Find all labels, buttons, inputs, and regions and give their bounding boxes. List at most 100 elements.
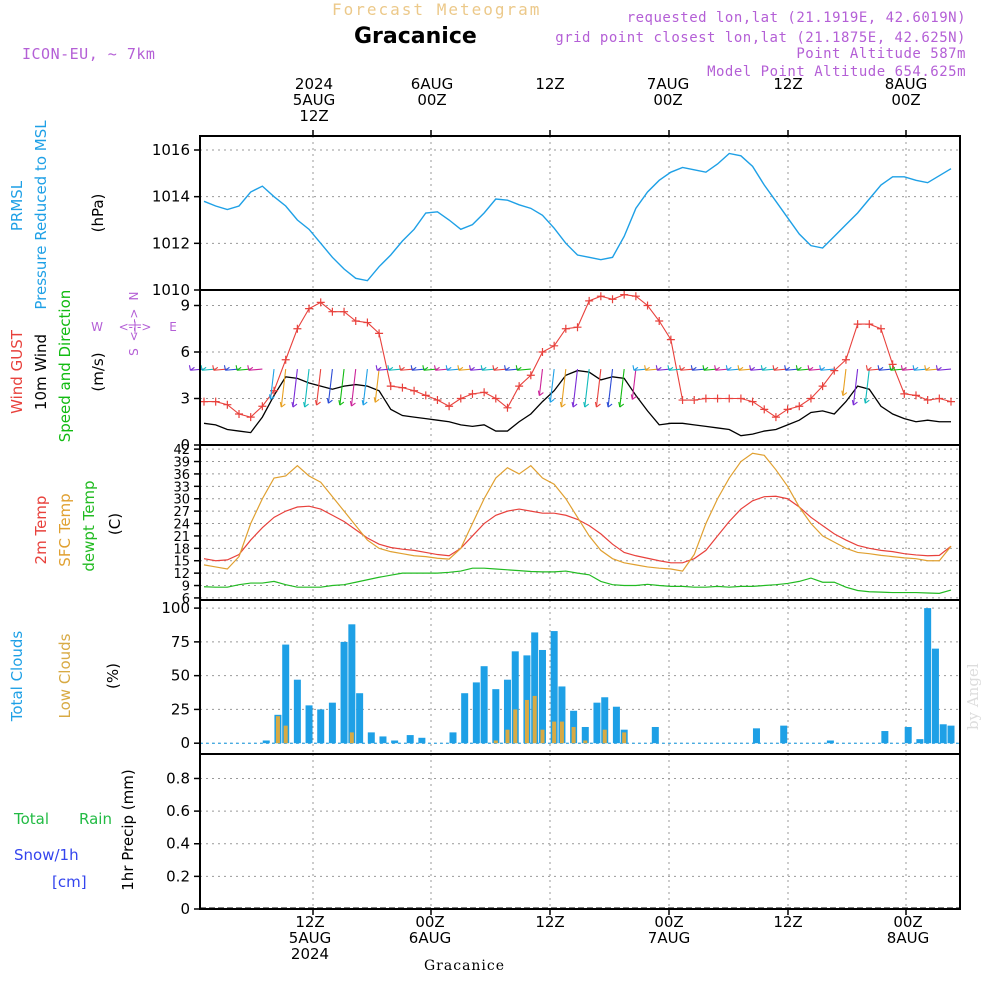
total-cloud-bar: [317, 709, 325, 744]
total-cloud-bar: [826, 740, 834, 744]
wind-direction-arrow: [327, 368, 333, 404]
wind-direction-arrow: [280, 368, 287, 408]
total-cloud-bar: [581, 726, 589, 744]
precip-snow-label: Snow/1h: [14, 846, 79, 864]
pressure-unit: (hPa): [89, 194, 107, 233]
wind-direction-arrowhead: [841, 390, 848, 397]
total-cloud-bar: [538, 649, 546, 744]
gust-marker: [748, 397, 757, 406]
wind-direction-arrow: [864, 368, 870, 404]
gust-marker: [340, 307, 349, 316]
y-tick-label: 1014: [152, 188, 190, 206]
total-cloud-bar: [418, 737, 426, 744]
wind-direction-arrowhead: [434, 365, 440, 371]
y-tick-label: 25: [171, 700, 190, 718]
gust-marker: [235, 410, 244, 418]
gust-marker: [211, 397, 220, 406]
low-cloud-bar: [552, 721, 557, 744]
wind-direction-arrowhead: [235, 365, 242, 371]
precip-cm-label: [cm]: [52, 873, 87, 891]
y-tick-label: 39: [173, 456, 190, 471]
gust-marker: [281, 355, 290, 364]
label-layer: 1010101210141016036969121518212427303336…: [8, 120, 190, 918]
wind-direction-arrowhead: [924, 365, 931, 371]
gust-marker: [947, 397, 955, 406]
total-cloud-bar: [939, 724, 947, 744]
top-tick: 8AUG 00Z: [866, 76, 946, 108]
dewpt-line: [203, 567, 952, 594]
bottom-tick: 00Z 8AUG: [868, 914, 948, 946]
wind-direction-arrow: [607, 368, 614, 408]
bottom-tick: 12Z 5AUG 2024: [270, 914, 350, 962]
y-tick-label: 0.2: [166, 867, 190, 885]
wind-direction-arrow: [269, 368, 275, 400]
top-tick-line3: 00Z: [417, 91, 447, 109]
wind-direction-arrowhead: [338, 400, 345, 406]
gust-marker: [375, 329, 384, 338]
wind-direction-arrowhead: [361, 400, 368, 406]
temp-2m-line: [203, 495, 952, 564]
gust-marker: [736, 394, 745, 403]
total-cloud-bar: [379, 736, 387, 744]
wind-direction-arrowhead: [594, 401, 601, 408]
gridpoint-coords: grid point closest lon,lat (21.1875E, 42…: [555, 30, 966, 46]
low-cloud-bar: [505, 729, 510, 744]
y-tick-label: 1012: [152, 234, 190, 252]
gust-marker: [491, 394, 500, 403]
total-cloud-bar: [752, 728, 760, 744]
gust-marker: [631, 292, 640, 301]
gust-marker: [666, 335, 675, 344]
y-tick-label: 6: [180, 343, 190, 361]
wind-direction-arrowhead: [373, 397, 380, 403]
total-cloud-bar: [558, 686, 566, 744]
total-cloud-bar: [881, 731, 889, 744]
total-cloud-bar: [472, 682, 480, 744]
low-cloud-bar: [275, 716, 280, 744]
gust-marker: [398, 383, 407, 392]
wind-direction-arrowhead: [326, 398, 333, 404]
wind-direction-arrow: [339, 368, 345, 406]
total-cloud-bar: [461, 693, 469, 744]
wind-direction-arrowhead: [679, 365, 685, 371]
gust-marker: [538, 348, 547, 356]
gust-marker: [865, 320, 874, 329]
total-cloud-bar: [904, 726, 912, 744]
wind-direction-arrowhead: [422, 365, 429, 371]
model-point-altitude: Model Point Altitude 654.625m: [707, 64, 966, 80]
total-cloud-bar: [593, 702, 601, 744]
low-cloud-bar: [532, 695, 537, 744]
wind-direction-arrowhead: [583, 401, 590, 408]
data-layer: [188, 152, 960, 909]
gust-marker: [480, 388, 489, 397]
wind-direction-arrow: [820, 368, 835, 371]
gust-marker: [935, 394, 944, 403]
wind-direction-arrow: [362, 368, 368, 406]
total-cloud-bar: [780, 725, 788, 744]
sfc-temp-label: SFC Temp: [56, 493, 74, 566]
wind-direction-arrowhead: [851, 400, 858, 406]
low-cloud-bar: [559, 721, 564, 744]
gust-marker: [328, 307, 337, 316]
pressure-line: [203, 152, 952, 282]
y-tick-label: 42: [173, 443, 190, 458]
total-cloud-bar: [570, 710, 578, 744]
wind-direction-arrowhead: [559, 401, 566, 408]
model-label: ICON-EU, ~ 7km: [22, 45, 156, 63]
total-cloud-bar: [480, 666, 488, 744]
precip-total-label: Total: [13, 810, 49, 828]
wind-direction-arrowhead: [737, 365, 744, 371]
pressure-label-2: Pressure Reduced to MSL: [32, 120, 50, 310]
wind-direction-arrowhead: [571, 401, 578, 408]
wind-direction-arrowhead: [618, 401, 625, 408]
total-cloud-bar: [367, 732, 375, 744]
top-tick-line2: 7AUG: [646, 75, 690, 93]
low-cloud-bar: [540, 729, 545, 744]
wind-direction-arrowhead: [279, 401, 286, 408]
y-tick-label: 0.8: [166, 769, 190, 787]
y-tick-label: 0: [180, 734, 190, 752]
wind-direction-arrow: [350, 368, 357, 407]
gust-marker: [608, 295, 617, 304]
top-tick: 2024 5AUG 12Z: [274, 76, 354, 124]
bottom-tick-line2: 6AUG: [408, 929, 452, 947]
